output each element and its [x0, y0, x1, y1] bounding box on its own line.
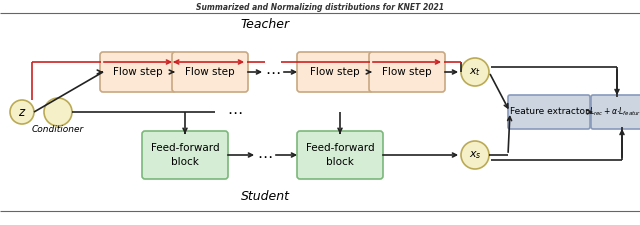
Text: Flow step: Flow step: [382, 67, 432, 77]
FancyBboxPatch shape: [297, 131, 383, 179]
Text: Flow step: Flow step: [185, 67, 235, 77]
Text: $x_s$: $x_s$: [468, 149, 481, 161]
Ellipse shape: [461, 58, 489, 86]
Text: $\cdots$: $\cdots$: [266, 65, 281, 79]
Text: $\cdots$: $\cdots$: [227, 104, 243, 119]
Text: $x_t$: $x_t$: [469, 66, 481, 78]
Text: $z$: $z$: [18, 106, 26, 119]
Text: Flow step: Flow step: [310, 67, 360, 77]
Text: Conditioner: Conditioner: [32, 126, 84, 135]
FancyBboxPatch shape: [142, 131, 228, 179]
Text: Feed-forward
block: Feed-forward block: [306, 143, 374, 166]
Text: Teacher: Teacher: [241, 18, 289, 32]
Text: Feed-forward
block: Feed-forward block: [150, 143, 220, 166]
Ellipse shape: [10, 100, 34, 124]
Ellipse shape: [44, 98, 72, 126]
FancyBboxPatch shape: [369, 52, 445, 92]
Text: Summarized and Normalizing distributions for KNET 2021: Summarized and Normalizing distributions…: [196, 2, 444, 11]
Text: $\cdots$: $\cdots$: [257, 148, 273, 162]
Ellipse shape: [461, 141, 489, 169]
Text: Feature extractor: Feature extractor: [509, 108, 588, 117]
FancyBboxPatch shape: [172, 52, 248, 92]
Text: Flow step: Flow step: [113, 67, 163, 77]
Text: Student: Student: [241, 191, 289, 203]
Text: $L_{rec}+\alpha{\cdot}L_{feature}$: $L_{rec}+\alpha{\cdot}L_{feature}$: [589, 106, 640, 118]
FancyBboxPatch shape: [508, 95, 590, 129]
FancyBboxPatch shape: [591, 95, 640, 129]
FancyBboxPatch shape: [297, 52, 373, 92]
FancyBboxPatch shape: [100, 52, 176, 92]
